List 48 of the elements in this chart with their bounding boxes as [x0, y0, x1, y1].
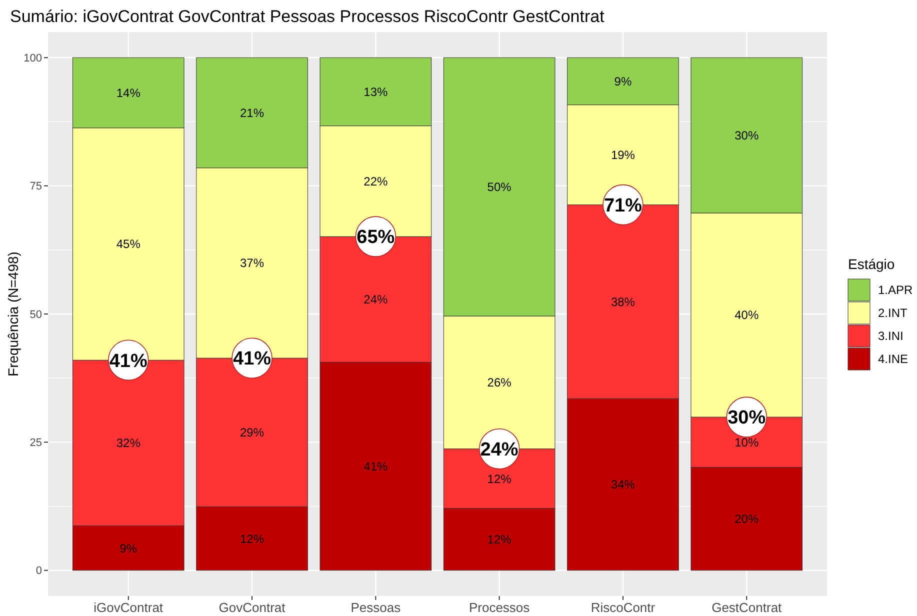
annotation: 30%: [728, 408, 766, 429]
data-label: 12%: [487, 472, 512, 486]
data-label: 22%: [364, 174, 388, 188]
legend-label: 1.APR: [878, 283, 914, 298]
y-tick-label: 0: [36, 565, 42, 578]
data-label: 50%: [487, 180, 512, 194]
data-label: 10%: [734, 435, 759, 450]
legend-label: 3.INI: [878, 329, 904, 344]
data-label: 20%: [734, 512, 759, 526]
data-label: 9%: [120, 541, 138, 556]
legend-label: 2.INT: [878, 306, 908, 320]
data-label: 9%: [614, 74, 632, 88]
data-label: 19%: [610, 148, 636, 162]
data-label: 37%: [240, 256, 264, 270]
data-label: 12%: [487, 532, 512, 547]
legend-label: 4.INE: [878, 352, 908, 366]
y-tick-label: 100: [24, 52, 42, 64]
x-tick-label: GestContrat: [712, 600, 782, 615]
annotation: 65%: [356, 227, 395, 248]
annotation: 41%: [109, 350, 148, 372]
legend-title: Estágio: [848, 256, 895, 272]
x-tick-label: Processos: [468, 600, 530, 615]
x-tick-label: iGovContrat: [94, 600, 164, 615]
annotation: 24%: [480, 439, 518, 460]
data-label: 45%: [116, 237, 141, 252]
data-label: 24%: [364, 292, 388, 307]
y-tick-label: 75: [30, 180, 42, 193]
chart-title: Sumário: iGovContrat GovContrat Pessoas Processos RiscoContr GestContrat: [10, 7, 605, 26]
data-label: 34%: [610, 478, 636, 492]
data-label: 32%: [116, 436, 141, 450]
data-label: 30%: [734, 128, 759, 143]
data-label: 21%: [240, 106, 264, 120]
data-label: 40%: [734, 308, 759, 322]
y-tick-label: 25: [30, 437, 42, 450]
y-tick-label: 50: [30, 308, 42, 321]
y-axis-title: Frequência (N=498): [5, 252, 21, 376]
annotation: 71%: [604, 195, 642, 216]
x-tick-label: Pessoas: [350, 600, 402, 615]
data-label: 38%: [610, 294, 636, 309]
data-label: 41%: [364, 459, 388, 474]
data-label: 13%: [364, 84, 388, 99]
data-label: 12%: [240, 532, 264, 546]
annotation: 41%: [233, 348, 272, 370]
data-label: 14%: [116, 86, 141, 100]
data-label: 26%: [487, 376, 512, 390]
data-label: 29%: [240, 426, 264, 440]
x-tick-label: RiscoContr: [590, 600, 656, 615]
x-tick-label: GovContrat: [218, 600, 286, 615]
